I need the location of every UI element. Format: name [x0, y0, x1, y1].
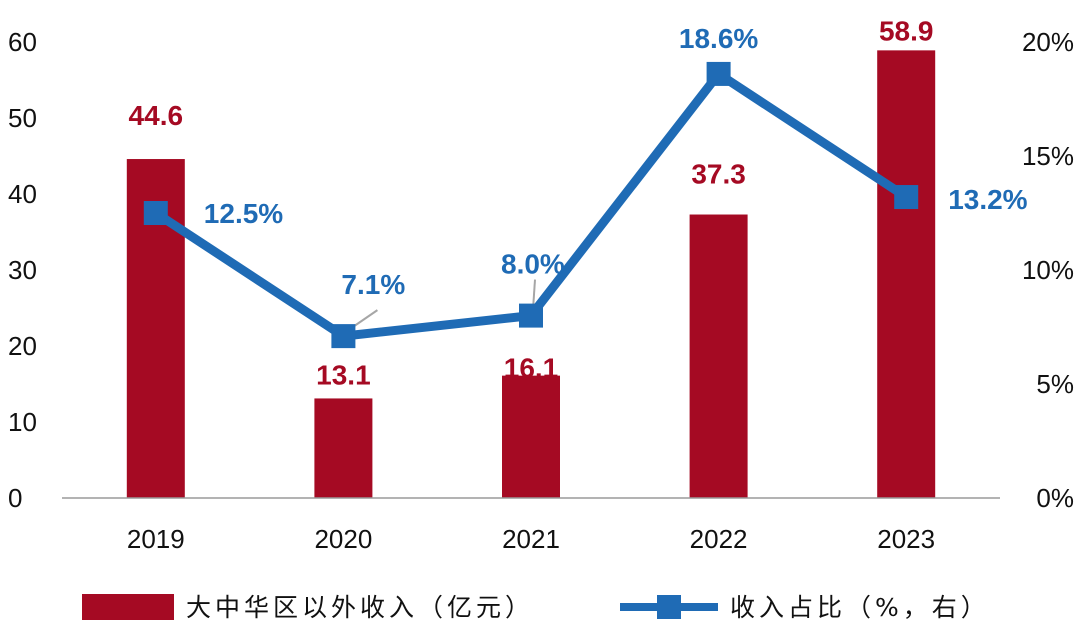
line-label-2019: 12.5%: [204, 198, 283, 229]
y-left-tick-50: 50: [8, 103, 37, 133]
x-axis-tick-labels: 2019 2020 2021 2022 2023: [127, 524, 935, 554]
y-left-tick-30: 30: [8, 255, 37, 285]
x-tick-2023: 2023: [877, 524, 935, 554]
bar-label-2021: 16.1: [504, 353, 559, 384]
line-marker-2021: [519, 303, 543, 328]
y-left-tick-40: 40: [8, 179, 37, 209]
line-series: [143, 61, 919, 349]
legend-bar-label: 大中华区以外收入（亿元）: [186, 593, 534, 622]
legend-bar-swatch: [82, 594, 174, 620]
x-tick-2021: 2021: [502, 524, 560, 554]
bar-label-2023: 58.9: [879, 15, 934, 46]
line-label-2022: 18.6%: [679, 23, 758, 54]
y-right-tick-10%: 10%: [1022, 255, 1074, 285]
line-label-2021: 8.0%: [501, 249, 565, 280]
line-data-labels: 12.5% 7.1% 8.0% 18.6% 13.2%: [204, 23, 1028, 300]
y-axis-left: 0 10 20 30 40 50 60: [8, 27, 37, 513]
bar-data-labels: 44.6 13.1 16.1 37.3 58.9: [129, 15, 934, 390]
bar-2023: [877, 50, 936, 499]
bar-label-2022: 37.3: [691, 159, 746, 190]
line-marker-2020: [331, 324, 356, 349]
bar-2020: [314, 398, 373, 498]
x-tick-2022: 2022: [690, 524, 748, 554]
line-label-2020: 7.1%: [341, 269, 405, 300]
y-right-tick-5%: 5%: [1036, 369, 1074, 399]
x-tick-2020: 2020: [314, 524, 372, 554]
line-marker-2019: [143, 201, 168, 225]
legend: 大中华区以外收入（亿元） 收入占比（%，右）: [82, 593, 990, 622]
y-right-tick-20%: 20%: [1022, 27, 1074, 57]
y-axis-right: 0% 5% 10% 15% 20%: [1022, 27, 1074, 513]
y-right-tick-15%: 15%: [1022, 141, 1074, 171]
bar-2022: [689, 214, 748, 498]
bar-label-2019: 44.6: [129, 100, 184, 131]
y-left-tick-10: 10: [8, 407, 37, 437]
y-left-tick-60: 60: [8, 27, 37, 57]
line-marker-2023: [894, 185, 919, 210]
bar-label-2020: 13.1: [316, 359, 371, 390]
legend-line-label: 收入占比（%，右）: [730, 593, 990, 622]
bar-series: [126, 50, 936, 499]
line-label-2023: 13.2%: [948, 184, 1027, 215]
legend-line-marker: [657, 595, 681, 619]
bar-2021: [502, 375, 560, 498]
y-right-tick-0%: 0%: [1036, 483, 1074, 513]
x-tick-2019: 2019: [127, 524, 185, 554]
line-marker-2022: [706, 61, 731, 86]
y-left-tick-20: 20: [8, 331, 37, 361]
y-left-tick-0: 0: [8, 483, 22, 513]
